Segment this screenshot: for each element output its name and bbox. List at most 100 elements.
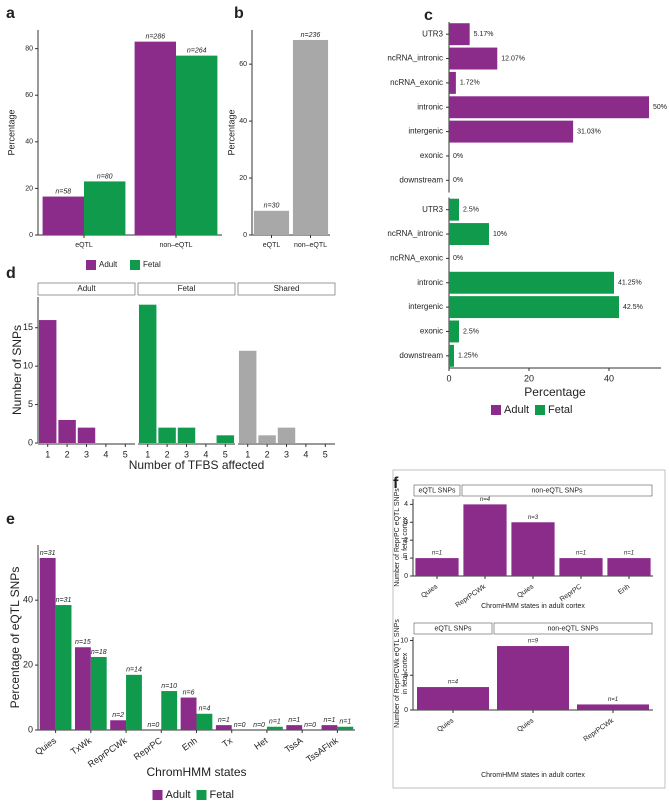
panel-letter: b (234, 5, 244, 22)
bar (138, 304, 157, 443)
x-axis-label: ChromHMM states (146, 765, 246, 779)
bar (286, 725, 303, 730)
y-axis-label: Number of SNPs (10, 325, 24, 415)
x-tick-label: non–eQTL (294, 242, 327, 249)
value-label: 2.5% (463, 207, 479, 214)
bar (161, 691, 178, 730)
x-tick-label: 20 (524, 373, 534, 383)
bar (90, 656, 107, 730)
bar-annotation: n=1 (608, 697, 618, 703)
x-axis-label: ChromHMM states in adult cortex (481, 772, 585, 779)
bar-annotation: n=1 (624, 551, 634, 557)
x-tick-label: TxWk (69, 735, 94, 757)
bar (463, 504, 507, 576)
bar-annotation: n=31 (40, 550, 56, 557)
x-axis-label: Number of TFBS affected (129, 458, 265, 472)
value-label: 2.5% (463, 328, 479, 335)
bar-annotation: n=0 (304, 722, 316, 729)
panel-letter: f (393, 475, 399, 492)
bar-annotation: n=3 (528, 515, 539, 521)
x-tick-label: ReprPCWk (86, 735, 129, 769)
strip (413, 622, 493, 635)
panel-frame (392, 469, 666, 789)
bar-annotation: n=4 (480, 497, 491, 503)
bar (266, 726, 283, 730)
bar (177, 427, 196, 443)
y-axis-label: Number of ReprPC eQTL SNPs (394, 488, 401, 587)
bar-annotation: n=264 (187, 47, 207, 54)
bar (238, 350, 257, 443)
bar-annotation: n=0 (253, 722, 265, 729)
bar (321, 725, 338, 730)
bar-annotation: n=1 (576, 551, 586, 557)
bar-annotation: n=80 (97, 173, 113, 180)
x-tick-label: Tx (220, 735, 234, 749)
x-tick-label: Enh (617, 583, 631, 596)
x-tick-label: 40 (604, 373, 614, 383)
y-axis-label: in fetal cortex (402, 516, 409, 558)
bar-annotation: n=2 (112, 712, 124, 719)
y-tick-label: ncRNA_exonic (390, 78, 443, 87)
bar (110, 720, 127, 730)
y-tick-label: 3 (404, 519, 408, 526)
y-tick-label: 1 (404, 555, 408, 562)
legend-label: Adult (99, 260, 118, 269)
value-label: 12.07% (501, 55, 525, 62)
bar (55, 605, 72, 730)
x-tick-label: 4 (303, 449, 308, 459)
value-label: 42.5% (623, 304, 643, 311)
bar (196, 713, 213, 730)
strip (461, 484, 653, 497)
y-tick-label: downstream (399, 351, 443, 360)
x-tick-label: 2 (265, 449, 270, 459)
y-tick-label: 10 (23, 361, 33, 371)
y-tick-label: 2 (404, 537, 408, 544)
bar (176, 55, 218, 235)
y-tick-label: ncRNA_intronic (387, 54, 443, 63)
legend-swatch (535, 405, 545, 415)
x-tick-label: Enh (180, 735, 199, 752)
strip-label: Shared (274, 284, 300, 293)
y-axis-label: Percentage (6, 109, 16, 155)
y-tick-label: 0 (28, 724, 33, 734)
bar (449, 47, 498, 70)
bar (449, 120, 574, 143)
x-tick-label: 4 (203, 449, 208, 459)
bar (577, 704, 649, 710)
y-tick-label: intronic (417, 102, 443, 111)
legend-label: Fetal (548, 404, 572, 416)
bar (215, 725, 232, 730)
bar (449, 271, 614, 294)
bar (415, 558, 459, 576)
x-axis-label: Percentage (524, 385, 586, 399)
bar (417, 687, 489, 710)
bar-annotation: n=9 (528, 639, 539, 645)
y-tick-label: 60 (25, 92, 33, 99)
x-tick-label: ReprPC (559, 583, 583, 603)
legend-label: Adult (166, 789, 191, 801)
y-tick-label: 40 (23, 595, 33, 605)
bar (134, 41, 176, 235)
x-tick-label: 1 (45, 449, 50, 459)
x-axis-label: ChromHMM states in adult cortex (481, 603, 585, 610)
bar (258, 435, 276, 443)
bar (84, 181, 126, 235)
panel-letter: a (6, 5, 15, 22)
bar (42, 196, 84, 235)
value-label: 10% (493, 231, 507, 238)
x-tick-label: 0 (446, 373, 451, 383)
y-tick-label: UTR3 (422, 205, 443, 214)
bar (449, 96, 649, 119)
bar (337, 726, 354, 730)
value-label: 41.25% (618, 280, 642, 287)
value-label: 31.03% (577, 128, 601, 135)
y-tick-label: exonic (420, 327, 443, 336)
bar-annotation: n=31 (56, 597, 72, 604)
y-tick-label: 40 (25, 139, 33, 146)
strip (137, 282, 236, 296)
strip (237, 282, 336, 296)
y-tick-label: ncRNA_intronic (387, 229, 443, 238)
y-tick-label: 20 (239, 175, 247, 182)
bar (253, 210, 290, 235)
y-tick-label: ncRNA_exonic (390, 254, 443, 263)
